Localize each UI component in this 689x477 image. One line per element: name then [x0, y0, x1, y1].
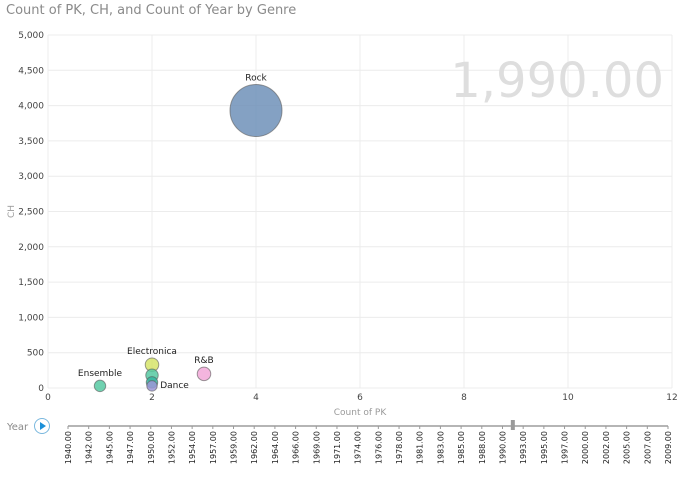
bubble[interactable]	[229, 84, 283, 138]
play-axis-handle[interactable]	[510, 420, 515, 430]
year-tick-label: 1983.00	[436, 431, 445, 464]
year-tick-label: 2000.00	[581, 431, 590, 464]
y-tick-label: 3,500	[18, 137, 44, 147]
year-tick-label: 1959.00	[230, 431, 239, 464]
year-tick-label: 2009.00	[664, 431, 673, 464]
y-tick-label: 1,500	[18, 278, 44, 288]
x-tick-labels: 0 2 4 6 8 10 12	[45, 393, 678, 403]
bubble-label: Electronica	[127, 347, 177, 357]
play-button[interactable]	[34, 418, 50, 434]
year-tick-label: 1997.00	[561, 431, 570, 464]
y-tick-label: 4,500	[18, 66, 44, 76]
year-tick-label: 1990.00	[498, 431, 507, 464]
year-tick-label: 1993.00	[519, 431, 528, 464]
x-tick-label: 8	[461, 393, 467, 403]
bubble-label: Dance	[160, 381, 189, 391]
year-tick-label: 2007.00	[643, 431, 652, 464]
y-tick-label: 2,000	[18, 243, 44, 253]
x-tick-label: 4	[253, 393, 259, 403]
grid-lines	[47, 34, 673, 389]
x-tick-label: 0	[45, 393, 51, 403]
chart-title: Count of PK, CH, and Count of Year by Ge…	[6, 3, 297, 18]
y-tick-label: 2,500	[18, 208, 44, 218]
year-tick-label: 1962.00	[250, 431, 259, 464]
year-tick-label: 1952.00	[167, 431, 176, 464]
year-tick-label: 1942.00	[85, 431, 94, 464]
year-tick-label: 1966.00	[292, 431, 301, 464]
bubble-label: Ensemble	[78, 369, 123, 379]
year-tick-label: 1985.00	[457, 431, 466, 464]
play-axis-timeline: 1940.00 1942.00 1945.00 1947.00 1950.00 1952.…	[64, 420, 673, 464]
bubble-label: Rock	[245, 74, 267, 84]
year-tick-label: 1971.00	[333, 431, 342, 464]
year-tick-label: 1947.00	[126, 431, 135, 464]
play-axis-label: Year	[7, 422, 29, 433]
y-tick-label: 5,000	[18, 31, 44, 41]
y-tick-labels: 0 500 1,000 1,500 2,000 2,500 3,000 3,500 4,000 4…	[18, 31, 44, 394]
x-tick-label: 10	[562, 393, 574, 403]
bubbles: Rock Ensemble Electronica Dance R&B	[78, 74, 283, 393]
year-tick-label: 1945.00	[105, 431, 114, 464]
y-tick-label: 0	[38, 384, 44, 394]
year-tick-label: 1954.00	[188, 431, 197, 464]
year-tick-label: 1974.00	[354, 431, 363, 464]
y-tick-label: 500	[27, 349, 44, 359]
bubble-label: R&B	[194, 356, 213, 366]
bubble[interactable]	[146, 380, 158, 392]
bubble[interactable]	[196, 366, 212, 382]
y-axis-label: CH	[7, 205, 17, 218]
x-tick-label: 6	[357, 393, 363, 403]
year-tick-label: 1950.00	[147, 431, 156, 464]
year-tick-label: 1969.00	[312, 431, 321, 464]
year-tick-label: 1940.00	[64, 431, 73, 464]
year-tick-label: 1988.00	[478, 431, 487, 464]
x-tick-label: 12	[666, 393, 677, 403]
x-tick-label: 2	[149, 393, 155, 403]
y-tick-label: 4,000	[18, 102, 44, 112]
year-tick-label: 2005.00	[623, 431, 632, 464]
year-tick-label: 1964.00	[271, 431, 280, 464]
y-tick-label: 1,000	[18, 313, 44, 323]
year-tick-label: 1978.00	[395, 431, 404, 464]
year-tick-label: 1995.00	[540, 431, 549, 464]
year-tick-label: 1981.00	[416, 431, 425, 464]
current-year-watermark: 1,990.00	[450, 53, 664, 109]
year-tick-label: 1957.00	[209, 431, 218, 464]
year-tick-label: 2002.00	[602, 431, 611, 464]
y-tick-label: 3,000	[18, 172, 44, 182]
year-tick-label: 1976.00	[374, 431, 383, 464]
x-axis-label: Count of PK	[334, 408, 388, 418]
bubble[interactable]	[93, 379, 107, 393]
